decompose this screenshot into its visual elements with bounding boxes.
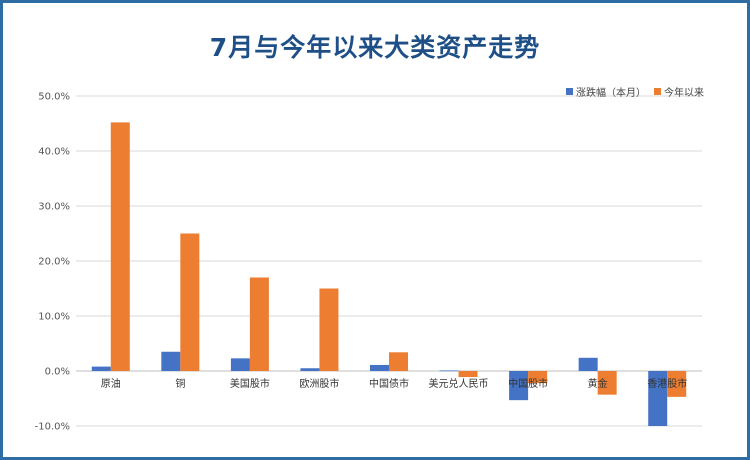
- bar-series-2-9: [667, 371, 687, 397]
- bar-series-2-4: [319, 288, 339, 371]
- bar-series-1-1: [91, 366, 111, 371]
- legend-label-1: 涨跌幅（本月）: [576, 86, 646, 99]
- bar-series-1-5: [370, 364, 389, 371]
- bars: [91, 122, 687, 426]
- legend-swatch-1: [566, 88, 573, 95]
- bar-series-1-2: [161, 351, 181, 371]
- y-tick-label: 30.0%: [38, 202, 70, 213]
- bar-series-2-5: [389, 352, 408, 371]
- y-tick-label: 40.0%: [38, 147, 70, 158]
- y-tick-label: 0.0%: [45, 367, 70, 378]
- y-tick-label: -10.0%: [35, 422, 70, 433]
- bar-series-1-8: [578, 357, 598, 371]
- y-tick-label: 50.0%: [38, 92, 70, 103]
- x-tick-label: 原油: [101, 377, 121, 390]
- bar-series-1-3: [230, 358, 250, 371]
- bar-series-1-4: [300, 368, 320, 371]
- bar-series-1-9: [648, 371, 668, 426]
- bar-series-1-6: [439, 370, 459, 372]
- chart-title: 7月与今年以来大类资产走势: [209, 33, 541, 62]
- x-tick-label: 美元兑人民币: [429, 377, 489, 390]
- x-tick-label: 黄金: [588, 377, 608, 390]
- legend-label-2: 今年以来: [664, 86, 704, 99]
- x-axis: 原油 铜 美国股市 欧洲股市 中国债市 美元兑人民币 中国股市 黄金 香港股市: [101, 377, 687, 390]
- y-tick-label: 10.0%: [38, 312, 70, 323]
- bar-series-2-6: [458, 371, 478, 378]
- bar-series-2-7: [528, 371, 548, 384]
- y-tick-label: 20.0%: [38, 257, 70, 268]
- x-tick-label: 中国债市: [369, 377, 409, 390]
- bar-series-1-7: [509, 371, 529, 401]
- x-tick-label: 香港股市: [647, 377, 687, 390]
- x-tick-label: 中国股市: [508, 377, 548, 390]
- bar-series-2-3: [249, 277, 269, 371]
- bar-series-2-2: [180, 233, 200, 371]
- x-tick-label: 铜: [175, 378, 185, 390]
- bar-series-2-1: [110, 122, 130, 372]
- x-tick-label: 美国股市: [230, 377, 270, 390]
- y-axis: -10.0% 0.0% 10.0% 20.0% 30.0% 40.0% 50.0%: [35, 92, 70, 433]
- bar-series-2-8: [597, 371, 617, 395]
- legend: 涨跌幅（本月） 今年以来: [566, 86, 704, 99]
- legend-swatch-2: [654, 88, 661, 95]
- x-tick-label: 欧洲股市: [299, 377, 339, 390]
